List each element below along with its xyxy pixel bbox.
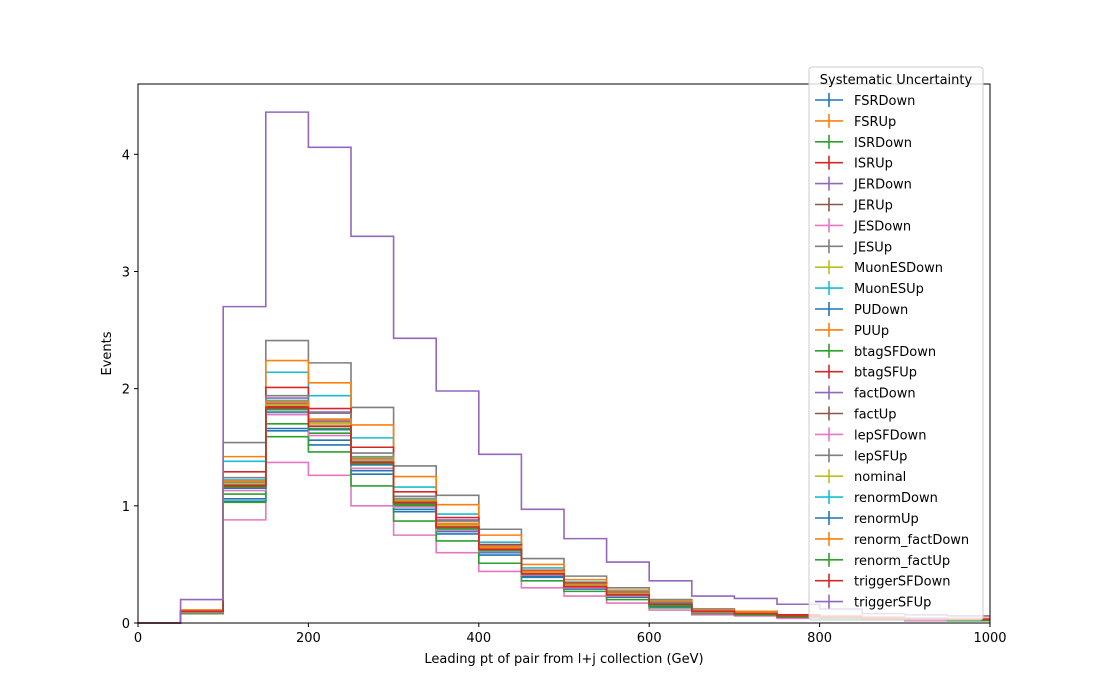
x-tick-label: 200 (296, 631, 321, 646)
legend-label: renormDown (854, 491, 938, 506)
legend-label: MuonESUp (854, 282, 924, 297)
legend-item: renorm_factUp (815, 552, 950, 569)
legend-label: btagSFUp (854, 366, 917, 381)
x-tick-label: 600 (637, 631, 662, 646)
legend-item: JERUp (815, 197, 893, 214)
legend-label: MuonESDown (854, 261, 943, 276)
legend: Systematic Uncertainty FSRDown FSRUp ISRDo… (808, 66, 984, 621)
legend-title: Systematic Uncertainty (820, 73, 973, 88)
legend-item: JERDown (815, 176, 912, 193)
plot-frame (137, 83, 991, 624)
legend-item: JESUp (815, 239, 892, 255)
legend-item: renormUp (815, 511, 919, 527)
legend-item: FSRDown (815, 93, 915, 109)
legend-label: factDown (854, 387, 916, 402)
x-tick-label: 400 (466, 631, 491, 646)
legend-label: JESDown (853, 219, 911, 234)
legend-label: triggerSFUp (854, 596, 931, 611)
legend-label: FSRDown (854, 94, 915, 109)
legend-label: nominal (854, 470, 906, 485)
legend-label: renorm_factUp (854, 554, 950, 569)
legend-item: triggerSFUp (815, 594, 931, 611)
x-axis-label: Leading pt of pair from l+j collection (… (424, 652, 703, 667)
legend-item: lepSFDown (815, 427, 926, 443)
legend-label: JERUp (853, 199, 893, 214)
x-tick-label: 0 (134, 631, 142, 646)
legend-item: triggerSFDown (815, 573, 950, 590)
legend-box (808, 66, 984, 621)
legend-label: FSRUp (854, 115, 896, 130)
y-axis-label: Events (100, 331, 115, 375)
legend-item: renormDown (815, 490, 938, 506)
legend-label: ISRUp (854, 157, 893, 172)
legend-items: FSRDown FSRUp ISRDown ISRUp JERDown JERUp JESD… (815, 93, 969, 611)
legend-item: lepSFUp (815, 448, 907, 464)
y-tick-label: 1 (122, 500, 130, 515)
y-tick-label: 0 (122, 617, 130, 632)
legend-label: btagSFDown (854, 345, 936, 360)
y-tick-label: 2 (122, 383, 130, 398)
legend-label: PUDown (854, 303, 908, 318)
x-tick-label: 1000 (973, 631, 1006, 646)
y-tick-label: 3 (122, 265, 130, 280)
legend-label: JESUp (853, 240, 892, 255)
legend-item: factUp (815, 406, 897, 423)
legend-label: triggerSFDown (854, 575, 950, 590)
legend-item: PUUp (815, 322, 889, 339)
legend-label: factUp (854, 408, 897, 423)
legend-label: renorm_factDown (854, 533, 969, 548)
legend-item: MuonESUp (815, 281, 924, 297)
legend-item: btagSFUp (815, 364, 917, 381)
legend-label: lepSFDown (854, 428, 926, 443)
y-tick-label: 4 (122, 148, 130, 163)
legend-item: JESDown (815, 218, 911, 234)
legend-item: renorm_factDown (815, 531, 969, 548)
legend-item: MuonESDown (815, 260, 943, 276)
legend-item: ISRDown (815, 134, 912, 151)
legend-item: nominal (815, 469, 906, 485)
legend-label: PUUp (854, 324, 889, 339)
legend-label: renormUp (854, 512, 919, 527)
x-tick-label: 800 (807, 631, 832, 646)
legend-item: FSRUp (815, 113, 896, 130)
ticks-layer: 0 200 400 600 800 1000 0 1 2 3 4 (122, 148, 1007, 646)
legend-item: btagSFDown (815, 343, 936, 360)
legend-item: factDown (815, 385, 916, 402)
legend-label: ISRDown (854, 136, 912, 151)
legend-item: ISRUp (815, 155, 893, 172)
legend-label: JERDown (853, 178, 912, 193)
legend-item: PUDown (815, 302, 908, 318)
legend-label: lepSFUp (854, 449, 907, 464)
